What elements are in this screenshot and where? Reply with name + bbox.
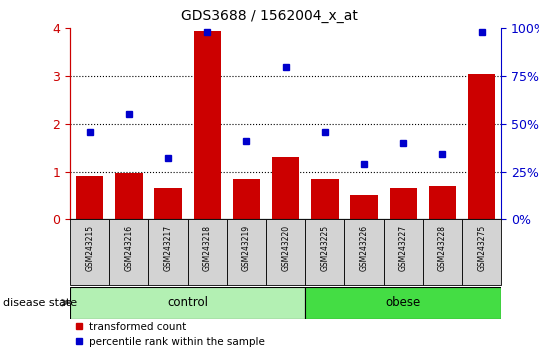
Text: control: control <box>167 296 208 309</box>
Bar <box>350 195 378 219</box>
Text: GSM243217: GSM243217 <box>163 225 172 271</box>
Bar <box>344 219 384 285</box>
Text: GSM243275: GSM243275 <box>477 225 486 271</box>
Bar <box>109 219 148 285</box>
Text: GSM243215: GSM243215 <box>85 225 94 271</box>
Bar <box>148 219 188 285</box>
Bar <box>468 74 495 219</box>
Bar <box>154 188 182 219</box>
Bar <box>462 219 501 285</box>
Bar <box>311 179 338 219</box>
Bar <box>227 219 266 285</box>
Bar <box>194 31 221 219</box>
Bar <box>266 219 305 285</box>
Text: GSM243219: GSM243219 <box>242 225 251 271</box>
Text: GSM243225: GSM243225 <box>320 225 329 271</box>
Text: GSM243228: GSM243228 <box>438 225 447 271</box>
Bar <box>76 176 103 219</box>
Text: disease state: disease state <box>3 298 77 308</box>
Bar <box>305 219 344 285</box>
Bar <box>115 173 143 219</box>
Bar <box>423 219 462 285</box>
Text: GSM243220: GSM243220 <box>281 225 290 271</box>
Bar <box>384 219 423 285</box>
Text: GSM243216: GSM243216 <box>125 225 133 271</box>
Legend: transformed count, percentile rank within the sample: transformed count, percentile rank withi… <box>75 322 265 347</box>
Bar <box>429 186 456 219</box>
Text: GSM243227: GSM243227 <box>399 225 408 271</box>
Bar <box>272 157 299 219</box>
Bar <box>188 219 227 285</box>
Bar <box>70 287 305 319</box>
Bar <box>305 287 501 319</box>
Bar <box>390 188 417 219</box>
Text: obese: obese <box>385 296 421 309</box>
Text: GSM243218: GSM243218 <box>203 225 212 271</box>
Text: GDS3688 / 1562004_x_at: GDS3688 / 1562004_x_at <box>181 9 358 23</box>
Bar <box>233 179 260 219</box>
Text: GSM243226: GSM243226 <box>360 225 369 271</box>
Bar <box>70 219 109 285</box>
